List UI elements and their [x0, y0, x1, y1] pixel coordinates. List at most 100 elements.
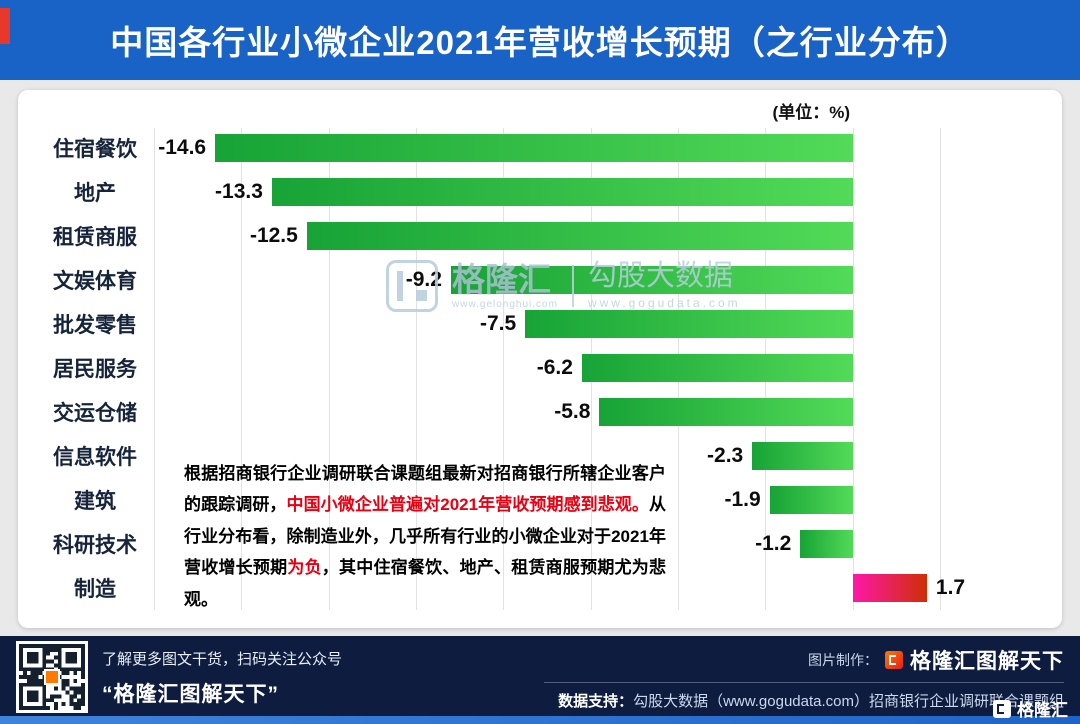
bar-track: -1.9 [154, 478, 940, 522]
page-title: 中国各行业小微企业2021年营收增长预期（之行业分布） [110, 24, 970, 61]
gridline [940, 128, 941, 610]
watermark-divider [571, 265, 574, 307]
bar-track: -12.5 [154, 214, 940, 258]
category-label: 制造 [74, 578, 116, 601]
footer-left: 了解更多图文干货，扫码关注公众号 “格隆汇图解天下” [102, 648, 342, 708]
chart-row: 租赁商服 -12.5 [18, 214, 1062, 258]
gelonghui-logo-icon [885, 651, 903, 669]
bottom-strip [0, 716, 1080, 724]
value-label: -13.3 [215, 180, 263, 203]
annotation-highlight: 为负 [287, 558, 322, 578]
bar-track: -6.2 [154, 346, 940, 390]
watermark-partner-block: 勾股大数据 www.gogudata.com [587, 260, 741, 311]
gridline [241, 128, 243, 610]
watermark-brand-url: www.gelonghui.com [452, 298, 558, 310]
gelonghui-watermark-logo-icon [386, 260, 438, 312]
watermark-partner: 勾股大数据 [587, 260, 733, 292]
category-label: 租赁商服 [53, 226, 137, 249]
gridline [503, 128, 505, 610]
credit-label: 图片制作： [808, 652, 878, 668]
watermark: 格隆汇 www.gelonghui.com 勾股大数据 www.gogudata… [386, 260, 741, 312]
bar [271, 178, 853, 206]
support-line: 数据支持：勾股大数据（www.gogudata.com）招商银行企业调研联合课题… [544, 690, 1064, 711]
footer-right: 图片制作： 格隆汇图解天下 数据支持：勾股大数据（www.gogudata.co… [544, 645, 1064, 711]
footer-divider [544, 682, 1064, 683]
bar [306, 222, 853, 250]
support-text: 勾股大数据（www.gogudata.com）招商银行企业调研联合课题组 [633, 693, 1064, 710]
bar [525, 310, 853, 338]
bar [852, 574, 927, 602]
bar-track: -1.2 [154, 522, 940, 566]
category-label: 批发零售 [53, 314, 137, 337]
bar-track: 1.7 [154, 566, 965, 610]
chart-row: 信息软件 -2.3 [18, 434, 1062, 478]
bar [215, 134, 853, 162]
chart-row: 制造 1.7 [18, 566, 1062, 610]
chart-row: 住宿餐饮 -14.6 [18, 126, 1062, 170]
qr-code [16, 641, 88, 713]
credit-line: 图片制作： 格隆汇图解天下 [544, 645, 1064, 675]
gridline [154, 128, 155, 610]
value-label: -2.3 [707, 444, 744, 467]
annotation-segment: ，其中住宿餐饮、地产、租赁商服预期尤为悲观。 [184, 558, 667, 609]
bar-track: -9.2 [154, 258, 940, 302]
bar [800, 530, 853, 558]
bar-track: -7.5 [154, 302, 940, 346]
chart-row: 文娱体育 -9.2 [18, 258, 1062, 302]
annotation-segment: 从行业分布看，除制造业外，几乎所有行业的小微企业对于2021年营收增长预期 [184, 495, 667, 578]
value-label: -1.2 [755, 532, 792, 555]
qr-caption: 了解更多图文干货，扫码关注公众号 [102, 651, 343, 668]
annotation-segment: 根据招商银行企业调研联合课题组最新对招商银行所辖企业客户的跟踪调研， [184, 464, 666, 515]
gridline [852, 128, 854, 610]
plot-area: 住宿餐饮 -14.6 地产 -13.3 租赁商服 -12.5 文娱体育 -9.2 批发零售 -7.… [18, 126, 1062, 614]
credit-brand: 格隆汇图解天下 [910, 650, 1064, 673]
watermark-partner-url: www.gogudata.com [587, 296, 741, 310]
chart-row: 居民服务 -6.2 [18, 346, 1062, 390]
bar-track: -2.3 [154, 434, 940, 478]
chart-row: 建筑 -1.9 [18, 478, 1062, 522]
bar [599, 398, 853, 426]
gelonghui-logo-icon [993, 699, 1011, 718]
bar-track: -13.3 [154, 170, 940, 214]
chart-row: 科研技术 -1.2 [18, 522, 1062, 566]
category-label: 文娱体育 [53, 270, 137, 293]
category-label: 地产 [74, 182, 116, 205]
bar [769, 486, 853, 514]
value-label: -1.9 [724, 488, 761, 511]
category-label: 建筑 [74, 490, 116, 513]
header: 中国各行业小微企业2021年营收增长预期（之行业分布） [0, 0, 1080, 80]
gridline [415, 128, 417, 610]
annotation-highlight: 中国小微企业普遍对2021年营收预期感到悲观。 [286, 495, 650, 515]
bar-track: -14.6 [154, 126, 940, 170]
chart-row: 地产 -13.3 [18, 170, 1062, 214]
corner-brand: 格隆汇 [1017, 701, 1068, 720]
watermark-brand-block: 格隆汇 www.gelonghui.com [452, 263, 558, 310]
category-label: 交运仓储 [53, 402, 137, 425]
category-label: 科研技术 [53, 534, 137, 557]
chart-row: 交运仓储 -5.8 [18, 390, 1062, 434]
annotation-text: 根据招商银行企业调研联合课题组最新对招商银行所辖企业客户的跟踪调研，中国小微企业… [184, 458, 666, 615]
category-label: 住宿餐饮 [53, 138, 137, 161]
corner-logo: 格隆汇 [993, 696, 1068, 721]
footer: 了解更多图文干货，扫码关注公众号 “格隆汇图解天下” 图片制作： 格隆汇图解天下… [0, 636, 1080, 716]
account-name: “格隆汇图解天下” [102, 683, 279, 706]
category-label: 居民服务 [53, 358, 137, 381]
value-label: -7.5 [479, 312, 517, 335]
unit-label: (单位：%) [772, 103, 850, 122]
value-label: -12.5 [249, 224, 298, 247]
chart-card: (单位：%) 住宿餐饮 -14.6 地产 -13.3 租赁商服 -12.5 文娱体育 -9.2… [18, 90, 1062, 628]
category-label: 信息软件 [53, 446, 137, 469]
bar [581, 354, 853, 382]
value-label: -9.2 [405, 268, 442, 291]
support-label: 数据支持： [558, 693, 634, 710]
chart-rows: 住宿餐饮 -14.6 地产 -13.3 租赁商服 -12.5 文娱体育 -9.2 批发零售 -7.… [18, 126, 1062, 610]
value-label: -6.2 [536, 356, 573, 379]
gridline [328, 128, 330, 610]
value-label: 1.7 [935, 576, 966, 599]
watermark-brand: 格隆汇 [452, 260, 551, 298]
bar [752, 442, 853, 470]
value-label: -5.8 [554, 400, 591, 423]
bar-track: -5.8 [154, 390, 940, 434]
chart-row: 批发零售 -7.5 [18, 302, 1062, 346]
value-label: -14.6 [158, 136, 207, 159]
